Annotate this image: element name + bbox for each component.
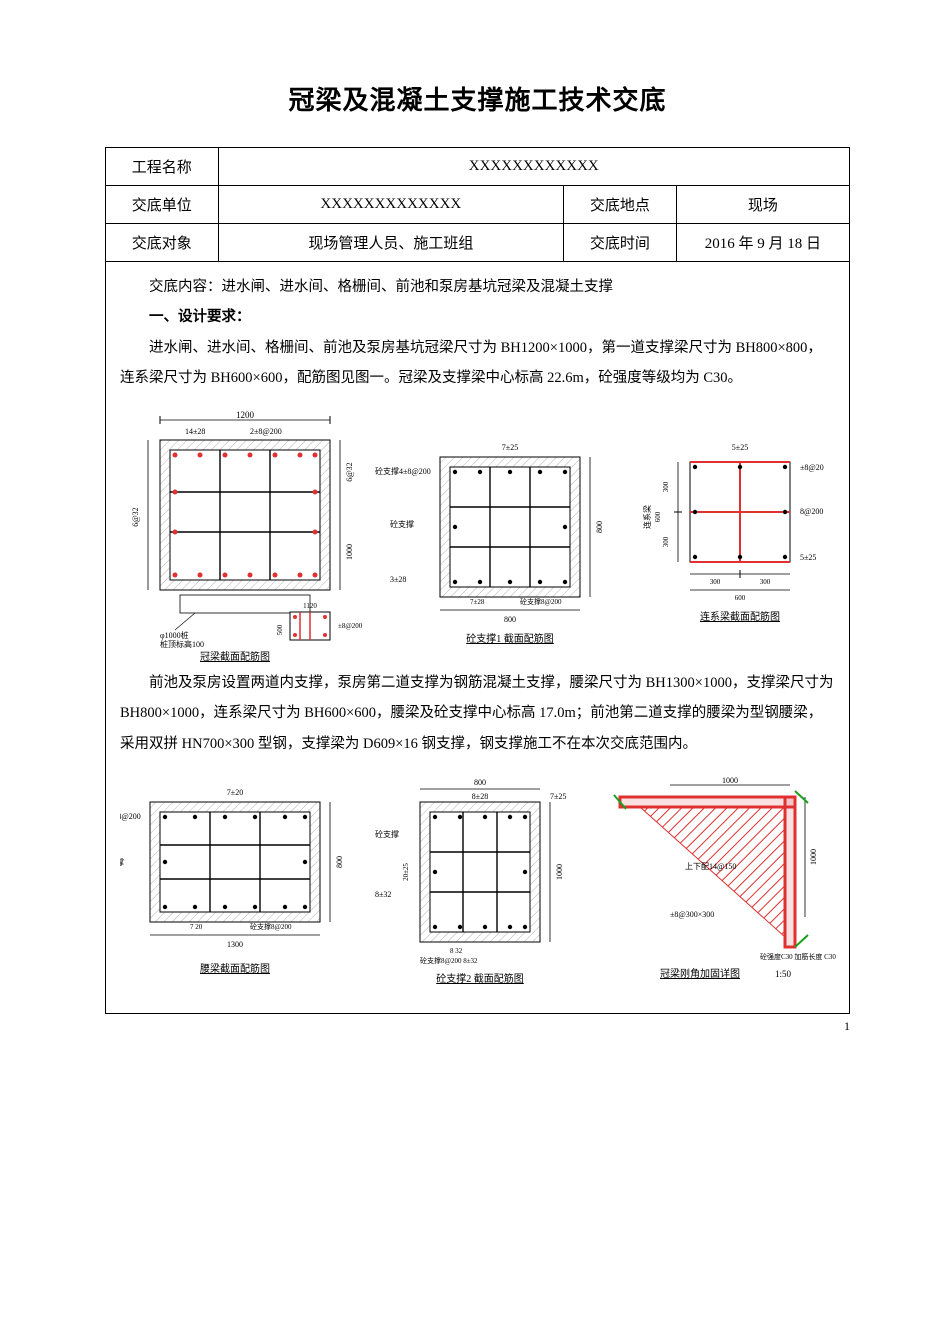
figC-note: 砼强度C30 加筋长度 C30 — [760, 952, 836, 961]
figC-right: 1000 — [809, 849, 818, 865]
fig3-bd-0: 300 — [710, 578, 721, 586]
fig2-left-mid: 砼支撑 — [390, 519, 414, 529]
figB-right: 1000 — [555, 864, 564, 880]
fig1-caption: 冠梁截面配筋图 — [200, 650, 270, 662]
unit-label: 交底单位 — [106, 186, 219, 224]
target-label: 交底对象 — [106, 224, 219, 262]
content-intro: 交底内容：进水闸、进水间、格栅间、前池和泵房基坑冠梁及混凝土支撑 — [120, 272, 835, 302]
figB-leftt: 砼支撑 — [375, 829, 399, 839]
figA-botb: 砼支撑8@200 — [250, 922, 292, 931]
fig1-small-right: ±8@200 — [338, 622, 363, 630]
fig3-left-label: 连系梁 — [642, 505, 652, 529]
fig2-caption: 砼支撑1 截面配筋图 — [466, 632, 554, 645]
figB-topw: 800 — [474, 778, 486, 787]
fig1-small-h: 500 — [276, 624, 284, 635]
fig3-right-1: 8@200 — [800, 507, 823, 516]
fig3-rd-top: 300 — [662, 481, 670, 492]
paragraph-1: 进水闸、进水间、格栅间、前池及泵房基坑冠梁尺寸为 BH1200×1000，第一道… — [120, 333, 835, 394]
figA-leftt: 砼支撑4±8@200 — [120, 811, 141, 821]
figC-in1: 上下配14@150 — [685, 862, 736, 871]
figB-botb: 砼支撑8@200 8±32 — [420, 956, 478, 965]
fig1-small-w: 1120 — [303, 602, 317, 610]
figA-leftm: 砼支撑 — [120, 857, 124, 867]
figB-leftm: 8±32 — [375, 890, 391, 899]
time-label: 交底时间 — [564, 224, 677, 262]
project-name-label: 工程名称 — [106, 148, 219, 186]
fig3-rd-mid: 600 — [654, 511, 662, 522]
figC-in2: ±8@300×300 — [670, 910, 714, 919]
fig1-right-top: 6@32 — [345, 462, 354, 481]
page-title: 冠梁及混凝土支撑施工技术交底 — [105, 80, 850, 117]
fig2-bottom-top: 7±28 — [470, 598, 485, 606]
figA-right: 800 — [335, 856, 344, 868]
figC-scale: 1:50 — [775, 969, 792, 979]
fig2-bottom-w: 800 — [504, 615, 516, 624]
figC-cap: 冠梁刚角加固详图 — [660, 967, 740, 980]
figA-bott: 7 20 — [190, 923, 203, 931]
fig1-pile-label: φ1000桩 — [160, 630, 189, 640]
fig2-right: 800 — [595, 521, 604, 533]
fig3-right-2: 5±25 — [800, 553, 816, 562]
unit-value: XXXXXXXXXXXXX — [218, 186, 564, 224]
fig1-pile-note: 桩顶标高100 — [160, 639, 204, 649]
figB-top: 8±28 — [472, 792, 488, 801]
figB-bott: 8 32 — [450, 947, 463, 955]
fig3-bd-1: 300 — [760, 578, 771, 586]
fig2-left-top: 砼支撑4±8@200 — [375, 466, 431, 476]
fig3-rd-bot: 300 — [662, 536, 670, 547]
figA-top: 7±20 — [227, 788, 243, 797]
project-name-value: XXXXXXXXXXXX — [218, 148, 850, 186]
fig1-left-label: 6@32 — [131, 507, 140, 526]
figB-cap: 砼支撑2 截面配筋图 — [436, 972, 524, 985]
header-table: 工程名称 XXXXXXXXXXXX 交底单位 XXXXXXXXXXXXX 交底地… — [105, 147, 850, 262]
fig3-bt: 600 — [735, 594, 746, 602]
fig3-right-0: ±8@20 — [800, 463, 824, 472]
section1-title: 一、设计要求： — [120, 302, 835, 332]
fig2-top-label: 7±25 — [502, 443, 518, 452]
time-value: 2016 年 9 月 18 日 — [676, 224, 849, 262]
figB-topside: 7±25 — [550, 792, 566, 801]
fig1-top-note-l: 14±28 — [185, 427, 205, 436]
fig3-caption: 连系梁截面配筋图 — [700, 610, 780, 623]
figA-botw: 1300 — [227, 940, 243, 949]
fig3-top-label: 5±25 — [732, 443, 748, 452]
fig1-top-dim: 1200 — [236, 410, 255, 420]
paragraph-2: 前池及泵房设置两道内支撑，泵房第二道支撑为钢筋混凝土支撑，腰梁尺寸为 BH130… — [120, 668, 835, 759]
figC-top: 1000 — [722, 776, 738, 785]
content-body: 交底内容：进水闸、进水间、格栅间、前池和泵房基坑冠梁及混凝土支撑 一、设计要求：… — [105, 262, 850, 1014]
fig2-left-bot: 3±28 — [390, 575, 406, 584]
figure-set-2: 7±20 砼支撑4±8@200 砼支撑 8±32 800 1300 7 20 砼… — [120, 767, 835, 997]
figB-leftdim: 20±25 — [402, 863, 410, 881]
figure-set-1: 1200 14±28 2±8@200 — [120, 402, 835, 662]
fig1-right-bot: 1000 — [345, 544, 354, 560]
place-label: 交底地点 — [564, 186, 677, 224]
target-value: 现场管理人员、施工班组 — [218, 224, 564, 262]
page-number: 1 — [844, 1019, 850, 1034]
place-value: 现场 — [676, 186, 849, 224]
fig1-top-note-r: 2±8@200 — [250, 427, 282, 436]
figA-cap: 腰梁截面配筋图 — [200, 962, 270, 975]
fig2-bottom-bottom: 砼支撑8@200 — [520, 597, 562, 606]
